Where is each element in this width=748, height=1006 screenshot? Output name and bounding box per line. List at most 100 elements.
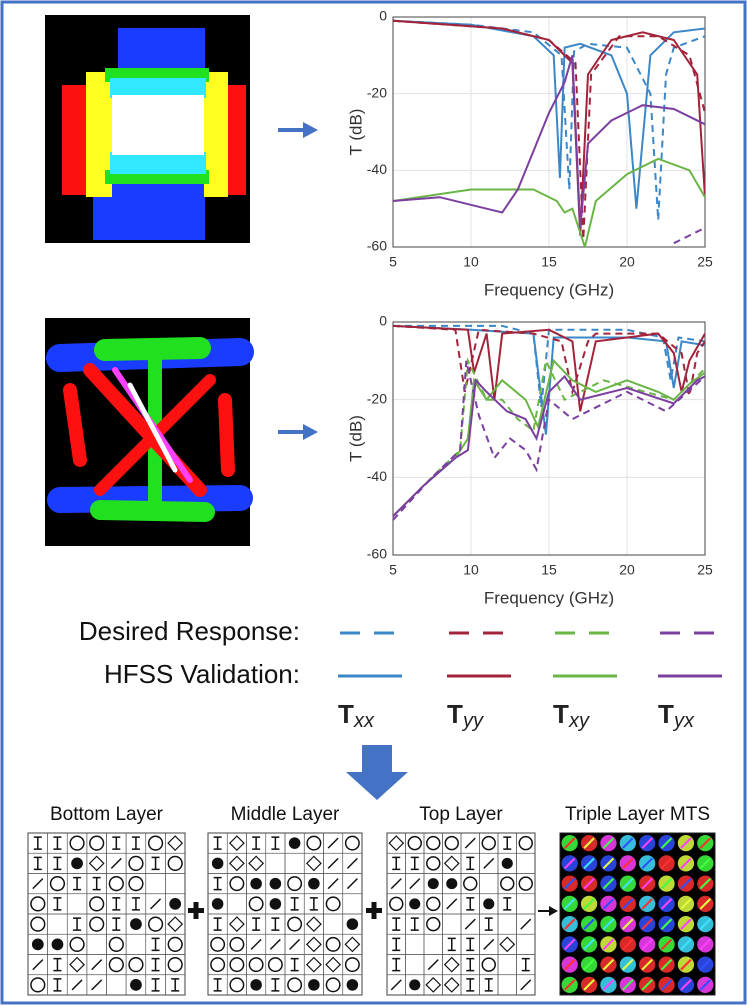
unit-cell <box>641 979 653 991</box>
glyph <box>306 835 322 851</box>
glyph <box>73 917 82 931</box>
glyph <box>210 936 226 952</box>
glyph <box>250 979 262 991</box>
glyph <box>211 898 224 910</box>
unit-cell <box>622 857 634 870</box>
glyph <box>464 837 476 849</box>
glyph <box>344 936 361 953</box>
glyph <box>228 855 245 872</box>
glyph <box>308 877 320 890</box>
glyph <box>92 876 101 891</box>
unit-cell <box>660 958 673 971</box>
glyph <box>426 896 441 912</box>
glyph <box>112 917 121 931</box>
glyph <box>150 898 162 910</box>
x-axis-label: Frequency (GHz) <box>484 588 614 607</box>
glyph <box>503 897 512 911</box>
legend-subscript: yx <box>672 710 695 732</box>
glyph <box>49 876 66 892</box>
glyph <box>481 957 496 972</box>
legend-subscript: xx <box>353 710 375 732</box>
glyph <box>228 916 245 933</box>
legend-label: Txy <box>553 699 590 732</box>
unit-cell <box>622 837 634 849</box>
unit-cell <box>602 958 615 971</box>
glyph <box>110 857 122 869</box>
unit-cell <box>563 958 576 971</box>
glyph <box>483 857 495 869</box>
unit-cell <box>583 877 595 890</box>
glyph <box>32 878 44 890</box>
unit-cell <box>583 938 595 951</box>
glyph <box>248 855 265 872</box>
unit-cell <box>602 979 615 991</box>
glyph <box>271 836 280 850</box>
glyph <box>287 876 303 892</box>
glyph <box>392 856 401 871</box>
glyph <box>392 957 401 972</box>
unit-cell <box>699 877 712 890</box>
glyph <box>151 957 160 972</box>
glyph <box>484 978 493 992</box>
unit-cell <box>680 979 692 991</box>
glyph <box>325 896 341 912</box>
glyph <box>108 936 124 952</box>
glyph <box>390 979 402 991</box>
y-tick-label: -20 <box>367 390 387 406</box>
line-chart: 5 10 15 20 25 -60 -40 -20 0 Frequency (GHz) T (dB) <box>346 8 713 300</box>
y-tick-label: -60 <box>367 546 387 562</box>
glyph <box>213 917 222 931</box>
y-axis-label: T (dB) <box>346 415 365 462</box>
x-tick-label: 25 <box>697 562 713 578</box>
unit-cell <box>660 837 673 849</box>
glyph <box>51 938 64 951</box>
glyph <box>108 957 124 973</box>
glyph <box>213 876 222 891</box>
unit-cell <box>680 898 692 910</box>
glyph <box>53 897 62 911</box>
unit-cell <box>641 857 653 870</box>
glyph <box>426 916 441 932</box>
glyph <box>346 878 358 890</box>
glyph <box>425 976 442 993</box>
glyph <box>71 979 83 991</box>
glyph <box>71 857 83 870</box>
glyph <box>248 896 264 912</box>
glyph <box>464 918 476 930</box>
x-tick-label: 10 <box>463 562 479 578</box>
glyph <box>229 876 245 892</box>
glyph <box>305 956 322 973</box>
unit-cell <box>680 857 692 870</box>
unit-cell <box>602 898 615 910</box>
glyph <box>410 856 419 871</box>
x-tick-label: 10 <box>463 254 479 270</box>
glyph <box>466 978 475 992</box>
glyph <box>33 836 42 850</box>
glyph <box>167 916 184 933</box>
layers: Bottom Layer Middle Layer Top Layer Triple … <box>27 804 716 996</box>
glyph <box>289 938 301 950</box>
glyph <box>520 979 532 991</box>
x-tick-label: 5 <box>389 254 397 270</box>
unit-cell <box>660 857 673 870</box>
glyph <box>112 897 121 911</box>
series-line <box>393 374 705 517</box>
unit-cell <box>622 938 634 951</box>
glyph <box>147 916 164 932</box>
glyph <box>499 936 516 953</box>
glyph <box>290 957 299 972</box>
layer-grid <box>386 832 536 996</box>
glyph <box>443 956 460 973</box>
glyph <box>483 898 495 910</box>
glyph <box>520 918 532 930</box>
unit-cell <box>602 918 615 930</box>
glyph <box>250 877 262 890</box>
series-line <box>393 157 705 247</box>
glyph <box>290 897 299 911</box>
glyph <box>346 918 359 930</box>
unit-cell <box>680 958 692 971</box>
glyph <box>305 936 322 953</box>
x-tick-label: 25 <box>697 254 713 270</box>
unit-cell <box>660 877 673 890</box>
